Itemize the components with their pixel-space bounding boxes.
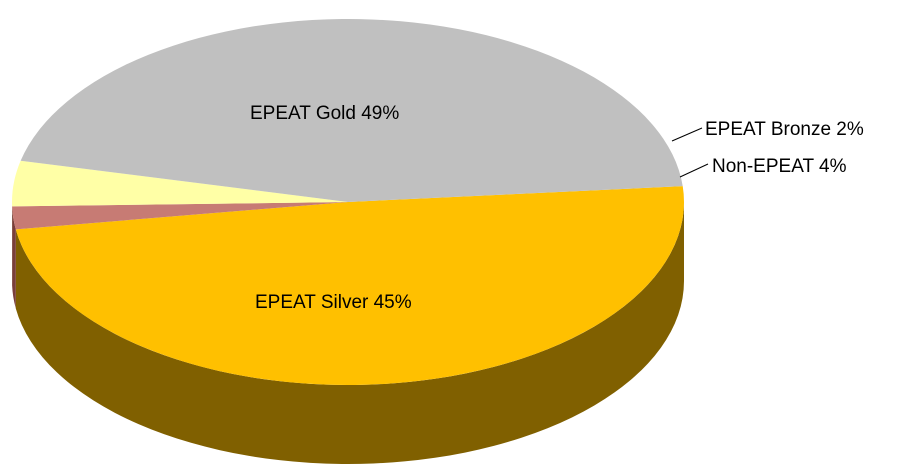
pie-side-epeat-gold: [15, 202, 685, 464]
pie-top-faces: [11, 19, 684, 385]
leader-line-non-epeat: [679, 163, 709, 178]
pie-slice-epeat-gold: [15, 186, 684, 385]
slice-label-non-epeat: Non-EPEAT 4%: [712, 156, 847, 177]
pie-side-epeat-bronze: [12, 206, 16, 309]
slice-label-epeat-bronze: EPEAT Bronze 2%: [705, 119, 864, 140]
slice-label-epeat-silver: EPEAT Silver 45%: [255, 292, 412, 313]
pie-slice-epeat-silver: [20, 19, 683, 203]
slice-label-epeat-gold: EPEAT Gold 49%: [250, 103, 399, 124]
leader-line-epeat-bronze: [671, 127, 703, 142]
pie-slice-epeat-bronze: [12, 202, 349, 230]
pie-side-faces: [12, 202, 685, 464]
pie-slice-non-epeat: [11, 160, 348, 207]
